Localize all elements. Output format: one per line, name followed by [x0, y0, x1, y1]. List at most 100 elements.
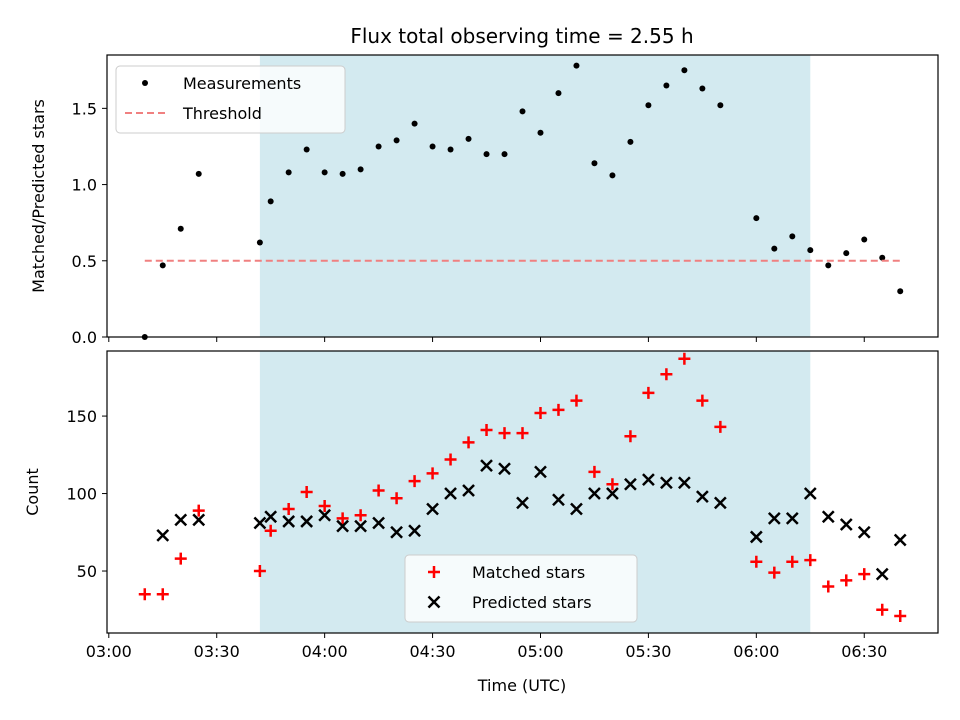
matched-star-point	[552, 403, 565, 416]
matched-star-point	[642, 386, 655, 399]
chart-title: Flux total observing time = 2.55 h	[350, 24, 693, 48]
x-tick-label: 04:00	[302, 642, 348, 661]
measurement-point	[339, 170, 346, 177]
matched-star-point	[253, 565, 266, 578]
predicted-star-point	[588, 487, 601, 500]
matched-star-point	[282, 503, 295, 516]
predicted-star-point	[318, 508, 332, 522]
legend-label: Measurements	[183, 74, 301, 93]
panel-0-legend-box	[115, 65, 346, 134]
predicted-star-point	[534, 465, 547, 479]
measurement-point	[447, 146, 454, 153]
predicted-star-point	[570, 502, 583, 516]
matched-star-point	[336, 512, 349, 525]
predicted-star-point	[498, 462, 511, 476]
predicted-star-point	[660, 476, 673, 490]
predicted-star-point	[875, 567, 889, 581]
measurement-point	[609, 172, 616, 179]
ratio-panel: 0.0 0.5 1.0 1.5 Matched/Predicted stars Measu…	[29, 54, 939, 347]
predicted-star-point	[300, 515, 314, 528]
predicted-star-point	[516, 496, 529, 510]
measurement-point	[771, 245, 778, 252]
matched-star-point	[606, 478, 619, 491]
matched-star-point	[876, 603, 889, 616]
panel-0-legend: Measurements Threshold	[115, 65, 346, 134]
matched-star-point	[660, 368, 673, 381]
matched-star-point	[480, 424, 493, 437]
panel-0-y-tick-label: 0.0	[72, 328, 97, 347]
predicted-star-point	[264, 510, 278, 524]
matched-star-point	[372, 484, 385, 497]
x-tick-label: 04:30	[410, 642, 456, 661]
matched-star-point	[318, 499, 331, 512]
matched-star-point	[408, 475, 421, 488]
panel-1-y-tick-label: 50	[77, 562, 97, 581]
matched-star-point	[786, 555, 799, 568]
measurement-point	[195, 170, 202, 177]
matched-star-point	[804, 554, 817, 567]
measurement-point	[465, 135, 472, 142]
matched-star-point	[300, 486, 313, 498]
measurement-point	[843, 250, 850, 257]
measurement-point	[699, 85, 706, 92]
predicted-star-point	[857, 525, 871, 539]
measurement-point	[645, 102, 652, 109]
matched-star-point	[174, 552, 187, 565]
panel-0-y-tick-label: 1.5	[72, 99, 97, 118]
legend-label: Predicted stars	[472, 593, 592, 612]
measurement-point	[303, 146, 310, 153]
matched-star-point	[588, 465, 601, 478]
matched-star-point	[768, 566, 781, 579]
measurement-point	[483, 151, 490, 158]
predicted-star-point	[785, 511, 799, 525]
measurement-point	[555, 90, 562, 97]
measurement-point	[825, 262, 832, 269]
matched-star-point	[624, 430, 637, 443]
measurement-point	[897, 288, 904, 295]
matched-star-point	[714, 420, 727, 433]
matched-star-point	[354, 509, 367, 522]
panel-1-y-tick-label: 150	[66, 407, 97, 426]
measurement-point	[537, 129, 544, 136]
matched-star-point	[444, 453, 457, 466]
measurement-point	[591, 160, 598, 167]
predicted-star-point	[624, 477, 637, 491]
predicted-star-point	[893, 533, 907, 547]
measurement-point	[357, 166, 364, 173]
measurement-point	[789, 233, 796, 240]
predicted-star-point	[695, 490, 709, 504]
matched-star-point	[138, 588, 151, 601]
predicted-star-point	[444, 487, 457, 500]
x-tick-label: 05:00	[517, 642, 563, 661]
measurement-point	[285, 169, 292, 176]
predicted-star-point	[156, 529, 170, 542]
panel-0-y-axis-label: Matched/Predicted stars	[29, 99, 48, 293]
measurement-point	[501, 151, 508, 158]
panel-1-y-axis-label: Count	[23, 468, 42, 516]
panel-1-frame	[106, 350, 939, 634]
matched-star-point	[156, 588, 169, 601]
legend-x-marker	[427, 595, 441, 609]
legend-dot-marker	[142, 80, 148, 86]
measurement-point	[573, 62, 580, 69]
predicted-star-point	[336, 519, 350, 533]
matched-star-point	[462, 436, 475, 449]
matched-star-point	[570, 394, 583, 407]
measurement-point	[375, 143, 382, 150]
count-panel: 03:00 03:30 04:00 04:30 05:00 05:30 06:00 06:30…	[23, 350, 939, 661]
predicted-star-point	[354, 519, 368, 533]
panel-1-legend: Matched stars Predicted stars	[404, 554, 638, 623]
panel-1-legend-box	[404, 554, 638, 623]
panel-0-shaded-region	[259, 55, 811, 337]
measurement-point	[429, 143, 436, 150]
predicted-star-point	[713, 496, 727, 510]
predicted-star-point	[677, 476, 691, 490]
panel-0-frame	[106, 54, 939, 338]
matched-star-point	[858, 568, 871, 581]
legend-plus-marker	[428, 566, 440, 578]
predicted-star-point	[408, 524, 421, 538]
predicted-star-point	[390, 525, 403, 539]
measurement-point	[879, 254, 886, 261]
panel-0-y-tick-label: 0.5	[72, 252, 97, 271]
measurement-point	[256, 239, 263, 246]
